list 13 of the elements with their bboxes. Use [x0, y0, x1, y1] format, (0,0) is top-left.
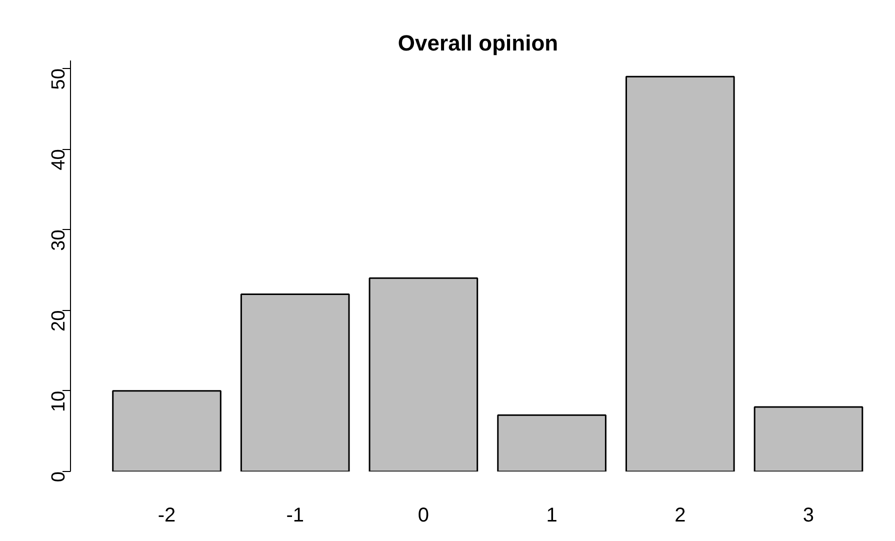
chart-title: Overall opinion — [398, 30, 558, 56]
x-tick-label: 3 — [802, 504, 814, 526]
y-tick-label: 0 — [48, 471, 70, 482]
x-tick-label: -1 — [286, 504, 304, 526]
y-tick-label: 50 — [48, 68, 70, 90]
x-tick-label: 1 — [546, 504, 558, 526]
y-tick-label: 20 — [48, 310, 70, 332]
x-tick-label: 2 — [674, 504, 686, 526]
y-tick-label: 30 — [48, 230, 70, 251]
y-tick-label: 40 — [48, 149, 70, 170]
x-tick-label: -2 — [158, 504, 176, 526]
y-tick-label: 10 — [48, 390, 70, 412]
x-tick-label: 0 — [418, 504, 430, 526]
